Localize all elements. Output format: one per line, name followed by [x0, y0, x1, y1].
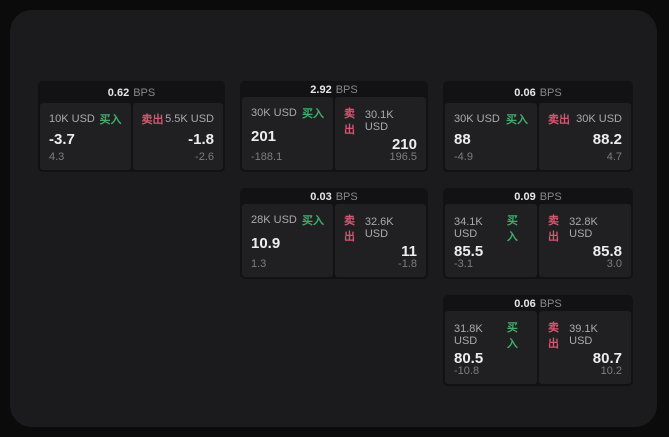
buy-sell-panels: 34.1K USD 买入 85.5 -3.1 卖出 32.8K USD 85.8… [445, 204, 631, 277]
sell-price: 85.8 [592, 243, 622, 260]
bps-value: 0.03 [310, 191, 332, 203]
sell-price: 11 [401, 243, 417, 260]
buy-amount: 30K USD [251, 107, 297, 119]
sell-price: -1.8 [188, 131, 214, 148]
sell-side-label: 卖出 [141, 114, 164, 126]
buy-amount: 28K USD [251, 214, 297, 226]
sell-sub-value: 10.2 [600, 365, 622, 377]
buy-panel[interactable]: 34.1K USD 买入 85.5 -3.1 [445, 204, 537, 277]
quote-card: 0.62 BPS 10K USD 买入 -3.7 4.3 卖出 5.5K USD… [38, 81, 225, 172]
buy-sub-value: -188.1 [251, 151, 283, 163]
quote-board: 0.62 BPS 10K USD 买入 -3.7 4.3 卖出 5.5K USD… [10, 10, 657, 427]
sell-panel[interactable]: 卖出 39.1K USD 80.7 10.2 [539, 311, 631, 384]
buy-side-label: 买入 [506, 215, 518, 243]
quote-card: 0.06 BPS 31.8K USD 买入 80.5 -10.8 卖出 39.1… [443, 295, 633, 386]
buy-sell-panels: 31.8K USD 买入 80.5 -10.8 卖出 39.1K USD 80.… [445, 311, 631, 384]
buy-sub-value: -3.1 [454, 258, 473, 270]
sell-sub-value: 4.7 [606, 151, 622, 163]
buy-panel[interactable]: 31.8K USD 买入 80.5 -10.8 [445, 311, 537, 384]
buy-side-label: 买入 [302, 215, 324, 227]
bps-value: 0.06 [514, 298, 536, 310]
sell-side-label: 卖出 [344, 215, 355, 243]
sell-amount: 39.1K USD [569, 323, 598, 347]
sell-amount: 32.8K USD [569, 216, 598, 240]
sell-sub-value: 196.5 [389, 151, 417, 163]
bps-value: 2.92 [310, 84, 332, 96]
sell-side-label: 卖出 [548, 322, 559, 350]
buy-amount: 10K USD [49, 113, 95, 125]
card-header: 0.03 BPS [242, 190, 426, 204]
buy-sell-panels: 30K USD 买入 201 -188.1 卖出 30.1K USD 210 1… [242, 97, 426, 170]
buy-price: 80.5 [454, 350, 484, 367]
sell-side-label: 卖出 [548, 215, 559, 243]
buy-sub-value: 1.3 [251, 258, 267, 270]
card-header: 0.62 BPS [40, 83, 223, 103]
buy-panel[interactable]: 30K USD 买入 201 -188.1 [242, 97, 333, 170]
quote-card: 0.09 BPS 34.1K USD 买入 85.5 -3.1 卖出 32.8K… [443, 188, 633, 279]
buy-sub-value: 4.3 [49, 151, 65, 163]
sell-side-label: 卖出 [344, 108, 355, 136]
buy-sell-panels: 30K USD 买入 88 -4.9 卖出 30K USD 88.2 4.7 [445, 103, 631, 170]
sell-price: 80.7 [592, 350, 622, 367]
buy-panel[interactable]: 10K USD 买入 -3.7 4.3 [40, 103, 131, 170]
bps-value: 0.09 [514, 191, 536, 203]
sell-panel[interactable]: 卖出 30.1K USD 210 196.5 [335, 97, 426, 170]
bps-unit-label: BPS [133, 87, 156, 99]
buy-sub-value: -10.8 [454, 365, 480, 377]
sell-sub-value: -2.6 [195, 151, 214, 163]
buy-sub-value: -4.9 [454, 151, 473, 163]
bps-unit-label: BPS [539, 298, 562, 310]
card-header: 0.09 BPS [445, 190, 631, 204]
buy-price: 88 [454, 131, 471, 148]
sell-panel[interactable]: 卖出 5.5K USD -1.8 -2.6 [132, 103, 223, 170]
bps-value: 0.62 [107, 87, 130, 99]
sell-sub-value: -1.8 [398, 258, 417, 270]
quote-card: 0.06 BPS 30K USD 买入 88 -4.9 卖出 30K USD 8… [443, 81, 633, 172]
sell-amount: 32.6K USD [364, 216, 394, 240]
buy-side-label: 买入 [302, 108, 324, 120]
bps-unit-label: BPS [539, 191, 562, 203]
buy-price: -3.7 [49, 131, 75, 148]
sell-panel[interactable]: 卖出 30K USD 88.2 4.7 [539, 103, 631, 170]
sell-panel[interactable]: 卖出 32.8K USD 85.8 3.0 [539, 204, 631, 277]
quote-card: 2.92 BPS 30K USD 买入 201 -188.1 卖出 30.1K … [240, 81, 428, 172]
card-header: 2.92 BPS [242, 83, 426, 97]
sell-price: 210 [391, 136, 417, 153]
buy-amount: 34.1K USD [454, 216, 483, 240]
buy-side-label: 买入 [506, 114, 528, 126]
buy-side-label: 买入 [99, 114, 122, 126]
card-header: 0.06 BPS [445, 297, 631, 311]
sell-panel[interactable]: 卖出 32.6K USD 11 -1.8 [335, 204, 426, 277]
sell-price: 88.2 [592, 131, 622, 148]
sell-sub-value: 3.0 [606, 258, 622, 270]
buy-price: 10.9 [251, 235, 281, 252]
quote-card: 0.03 BPS 28K USD 买入 10.9 1.3 卖出 32.6K US… [240, 188, 428, 279]
bps-unit-label: BPS [335, 191, 358, 203]
card-header: 0.06 BPS [445, 83, 631, 103]
buy-sell-panels: 10K USD 买入 -3.7 4.3 卖出 5.5K USD -1.8 -2.… [40, 103, 223, 170]
buy-price: 85.5 [454, 243, 484, 260]
sell-amount: 30.1K USD [364, 109, 394, 133]
bps-unit-label: BPS [539, 87, 562, 99]
buy-sell-panels: 28K USD 买入 10.9 1.3 卖出 32.6K USD 11 -1.8 [242, 204, 426, 277]
buy-panel[interactable]: 28K USD 买入 10.9 1.3 [242, 204, 333, 277]
buy-amount: 31.8K USD [454, 323, 483, 347]
buy-side-label: 买入 [506, 322, 518, 350]
sell-amount: 30K USD [576, 113, 622, 125]
buy-price: 201 [251, 128, 277, 145]
bps-value: 0.06 [514, 87, 536, 99]
sell-amount: 5.5K USD [165, 113, 214, 125]
buy-amount: 30K USD [454, 113, 500, 125]
sell-side-label: 卖出 [548, 114, 570, 126]
bps-unit-label: BPS [335, 84, 358, 96]
buy-panel[interactable]: 30K USD 买入 88 -4.9 [445, 103, 537, 170]
